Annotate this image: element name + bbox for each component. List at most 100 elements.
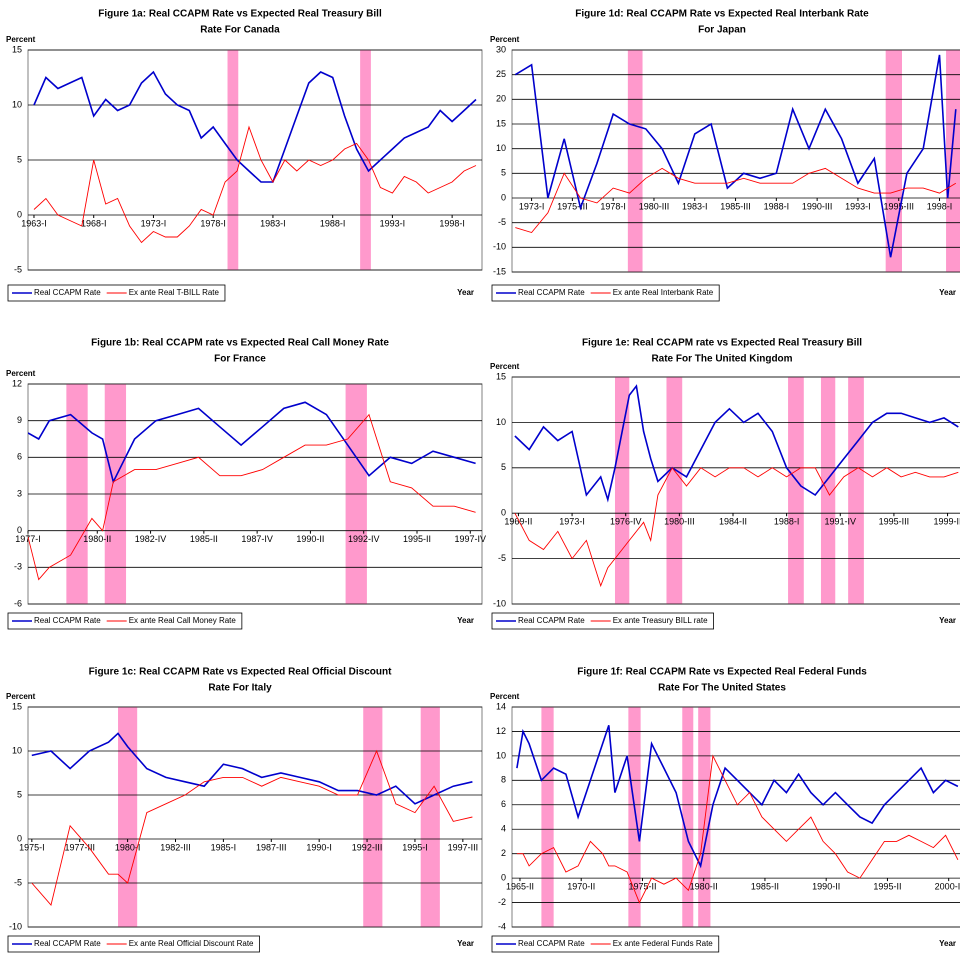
- y-axis-label: Percent: [490, 35, 520, 44]
- legend: Real CCAPM Rate Ex ante Real Official Dis…: [7, 935, 260, 953]
- y-tick-label: 6: [501, 799, 506, 809]
- legend-box: [7, 935, 260, 953]
- x-tick-label: 1993-I: [380, 218, 406, 228]
- y-tick-label: 10: [12, 99, 22, 109]
- x-tick-label: 1999-II: [934, 517, 960, 527]
- y-tick-label: -4: [498, 921, 506, 931]
- y-tick-label: 14: [496, 701, 506, 711]
- chart-title: For Japan: [698, 25, 746, 36]
- y-tick-label: 2: [501, 848, 506, 858]
- x-tick-label: 1990-II: [812, 881, 840, 891]
- y-tick-label: 25: [496, 69, 506, 79]
- legend-label: Real CCAPM Rate: [34, 939, 101, 948]
- legend: Real CCAPM Rate Ex ante Federal Funds Rat…: [491, 935, 720, 953]
- y-tick-label: 15: [12, 44, 22, 54]
- y-axis-label: Percent: [6, 692, 36, 701]
- legend: Real CCAPM Rate Ex ante Real Call Money R…: [7, 612, 243, 630]
- x-tick-label: 1990-I: [306, 842, 332, 852]
- chart-title: Rate For The United Kingdom: [651, 354, 792, 365]
- x-tick-label: 1980-III: [639, 201, 670, 211]
- chart-title: Figure 1c: Real CCAPM Rate vs Expected R…: [89, 667, 393, 678]
- x-tick-label: 1990-III: [802, 201, 833, 211]
- x-tick-label: 1990-II: [296, 534, 324, 544]
- x-tick-label: 1978-I: [600, 201, 626, 211]
- x-tick-label: 1980-II: [690, 881, 718, 891]
- chart-title: Figure 1d: Real CCAPM Rate vs Expected R…: [575, 9, 869, 20]
- shaded-period: [420, 707, 440, 927]
- y-tick-label: 6: [17, 452, 22, 462]
- legend-label: Real CCAPM Rate: [518, 939, 585, 948]
- legend-label: Ex ante Real Interbank Rate: [613, 288, 714, 297]
- chart-title: For France: [214, 354, 266, 365]
- y-tick-label: 0: [501, 508, 506, 518]
- chart: Figure 1f: Real CCAPM Rate vs Expected R…: [490, 667, 960, 953]
- x-tick-label: 1980-III: [664, 517, 695, 527]
- chart: Figure 1a: Real CCAPM Rate vs Expected R…: [6, 9, 483, 302]
- x-tick-label: 1978-I: [200, 218, 226, 228]
- x-tick-label: 1973-I: [559, 517, 585, 527]
- y-tick-label: -5: [14, 264, 22, 274]
- x-tick-label: 1993-I: [845, 201, 871, 211]
- y-tick-label: 0: [501, 872, 506, 882]
- y-tick-label: -15: [493, 266, 506, 276]
- y-tick-label: -5: [498, 553, 506, 563]
- y-tick-label: -5: [498, 217, 506, 227]
- y-tick-label: 12: [12, 378, 22, 388]
- series-line: [516, 725, 959, 869]
- x-tick-label: 1980-II: [83, 534, 111, 544]
- plot-area: [511, 706, 960, 928]
- y-tick-label: -6: [14, 598, 22, 608]
- y-tick-label: 15: [496, 371, 506, 381]
- x-tick-label: 1969-II: [504, 517, 532, 527]
- y-axis-label: Percent: [490, 362, 520, 371]
- x-tick-label: 1997-III: [448, 842, 479, 852]
- series-line: [33, 125, 477, 244]
- x-tick-label: 1992-IV: [348, 534, 380, 544]
- y-tick-label: 5: [17, 154, 22, 164]
- series-line: [516, 754, 959, 904]
- shaded-period: [666, 377, 683, 604]
- chart-title: Rate For The United States: [658, 683, 786, 694]
- y-tick-label: 15: [496, 118, 506, 128]
- x-axis-label: Year: [457, 288, 474, 297]
- shaded-period: [541, 707, 554, 927]
- shaded-period: [627, 50, 643, 272]
- x-axis-label: Year: [457, 939, 474, 948]
- y-tick-label: 10: [496, 750, 506, 760]
- y-tick-label: -5: [14, 877, 22, 887]
- x-tick-label: 1977-III: [64, 842, 95, 852]
- legend-label: Ex ante Federal Funds Rate: [613, 939, 714, 948]
- chart-title: Figure 1a: Real CCAPM Rate vs Expected R…: [98, 9, 382, 20]
- y-tick-label: 15: [12, 701, 22, 711]
- series-line: [514, 466, 959, 588]
- x-tick-label: 1987-III: [256, 842, 287, 852]
- y-tick-label: 5: [501, 168, 506, 178]
- y-tick-label: 0: [17, 209, 22, 219]
- chart-title: Figure 1f: Real CCAPM Rate vs Expected R…: [577, 667, 867, 678]
- y-tick-label: 3: [17, 488, 22, 498]
- x-tick-label: 1982-III: [160, 842, 191, 852]
- legend: Real CCAPM Rate Ex ante Real Interbank Ra…: [491, 284, 720, 302]
- x-tick-label: 1983-I: [260, 218, 286, 228]
- legend: Real CCAPM Rate Ex ante Treasury BILL rat…: [491, 612, 714, 630]
- y-tick-label: -2: [498, 897, 506, 907]
- x-tick-label: 1985-III: [720, 201, 751, 211]
- x-tick-label: 1973-I: [141, 218, 167, 228]
- y-axis-label: Percent: [6, 35, 36, 44]
- series-line: [33, 70, 477, 183]
- x-tick-label: 1987-IV: [241, 534, 273, 544]
- y-tick-label: -10: [493, 598, 506, 608]
- shaded-period: [363, 707, 383, 927]
- x-tick-label: 1988-I: [774, 517, 800, 527]
- x-tick-label: 1995-II: [873, 881, 901, 891]
- chart-title: Figure 1b: Real CCAPM rate vs Expected R…: [91, 338, 389, 349]
- series-line: [31, 749, 473, 906]
- legend-label: Ex ante Real T-BILL Rate: [129, 288, 220, 297]
- x-tick-label: 1985-II: [190, 534, 218, 544]
- x-tick-label: 1998-I: [927, 201, 953, 211]
- shaded-period: [820, 377, 836, 604]
- x-tick-label: 1975-I: [19, 842, 45, 852]
- shaded-period: [118, 707, 138, 927]
- x-tick-label: 1975-III: [557, 201, 588, 211]
